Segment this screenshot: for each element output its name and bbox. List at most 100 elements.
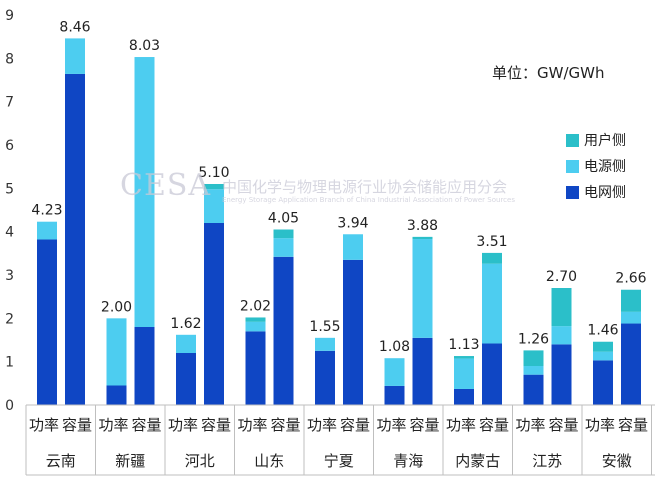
sub-category-label: 容量 [618,416,648,434]
legend-swatch-user [566,133,579,147]
province-label: 安徽 [602,452,632,470]
bar-segment-source [593,351,613,361]
y-tick-label: 9 [5,8,14,24]
province-label: 河北 [185,452,215,470]
province-label: 内蒙古 [455,452,500,470]
sub-category-label: 容量 [131,416,161,434]
bar-value-label: 2.02 [240,298,271,314]
sub-category-label: 功率 [515,416,545,434]
legend-swatch-source [566,159,579,173]
bar-segment-source [37,221,57,240]
bar-segment-grid [454,388,474,405]
bar-segment-source [384,358,405,386]
bar-value-label: 2.70 [546,269,577,285]
y-tick-label: 3 [5,268,14,284]
sub-category-label: 功率 [29,416,59,434]
bar-segment-grid [593,360,613,405]
bar-segment-source [273,238,294,257]
sub-category-label: 功率 [585,416,615,434]
bar-segment-source [551,326,572,345]
sub-category-label: 容量 [62,416,92,434]
bar-segment-grid [106,385,127,405]
legend-label-user: 用户侧 [584,133,626,149]
bar-value-label: 1.55 [309,319,340,335]
bar-segment-grid [176,353,196,405]
bar-value-label: 8.46 [59,19,90,35]
bar-segment-source [106,318,127,386]
legend-item-source: 电源侧 [566,154,626,178]
sub-category-label: 容量 [479,416,509,434]
bar-segment-source [482,263,502,344]
bar-value-label: 1.46 [587,323,618,339]
sub-category-label: 功率 [237,416,267,434]
bar-segment-grid [343,259,363,405]
bar-segment-source [134,57,155,328]
bar-segment-grid [204,223,224,405]
bar-segment-source [454,358,474,389]
bar-segment-grid [134,327,155,405]
sub-category-label: 容量 [409,416,439,434]
legend-label-source: 电源侧 [584,159,626,175]
province-label: 新疆 [115,452,145,470]
bar-value-label: 5.10 [198,165,229,181]
sub-category-label: 容量 [270,416,300,434]
bar-segment-user [551,288,572,327]
bar-value-label: 4.05 [268,211,299,227]
bar-segment-source [523,366,544,375]
legend-item-user: 用户侧 [566,128,626,152]
y-tick-label: 0 [5,398,14,414]
unit-label: 单位：GW/GWh [492,64,605,82]
y-tick-label: 8 [5,51,14,67]
sub-category-label: 功率 [168,416,198,434]
bar-segment-user [204,184,224,190]
bar-segment-grid [273,256,294,405]
bar-value-label: 2.66 [615,271,646,287]
bar-value-label: 8.03 [129,38,160,54]
y-tick-label: 1 [5,355,14,371]
bar-segment-user [523,350,544,366]
bar-segment-grid [384,385,405,405]
legend-item-grid: 电网侧 [566,180,626,204]
sub-category-label: 容量 [340,416,370,434]
sub-category-label: 容量 [548,416,578,434]
province-label: 云南 [46,452,76,470]
bar-segment-source [245,321,266,332]
bar-segment-user [412,236,433,240]
bar-value-label: 1.62 [170,316,201,332]
bar-value-label: 3.94 [337,215,368,231]
bar-segment-user [245,317,266,322]
province-label: 江苏 [532,452,562,470]
bar-segment-source [343,234,363,260]
sub-category-label: 功率 [307,416,337,434]
bar-value-label: 2.00 [101,299,132,315]
bar-segment-source [204,189,224,223]
y-tick-label: 4 [5,225,14,241]
bar-segment-user [482,252,502,264]
legend-label-grid: 电网侧 [584,185,626,201]
bar-segment-source [65,38,85,74]
bar-segment-grid [37,239,57,405]
bar-segment-grid [551,344,572,405]
legend-swatch-grid [566,185,579,199]
bar-value-label: 1.26 [518,331,549,347]
legend: 用户侧 电源侧 电网侧 [566,128,626,206]
sub-category-label: 功率 [376,416,406,434]
bar-segment-user [454,356,474,359]
bar-segment-source [412,239,433,338]
bar-segment-user [621,289,641,312]
y-tick-label: 2 [5,311,14,327]
bar-value-label: 4.23 [31,203,62,219]
bar-segment-source [315,337,335,351]
bar-segment-source [621,311,641,324]
province-label: 青海 [393,452,423,470]
sub-category-label: 功率 [446,416,476,434]
bar-segment-user [593,341,613,352]
y-tick-label: 7 [5,95,14,111]
bar-value-label: 3.51 [476,234,507,250]
y-tick-label: 5 [5,181,14,197]
bar-segment-grid [65,73,85,405]
sub-category-label: 容量 [201,416,231,434]
province-label: 山东 [254,452,284,470]
bar-value-label: 3.88 [407,218,438,234]
